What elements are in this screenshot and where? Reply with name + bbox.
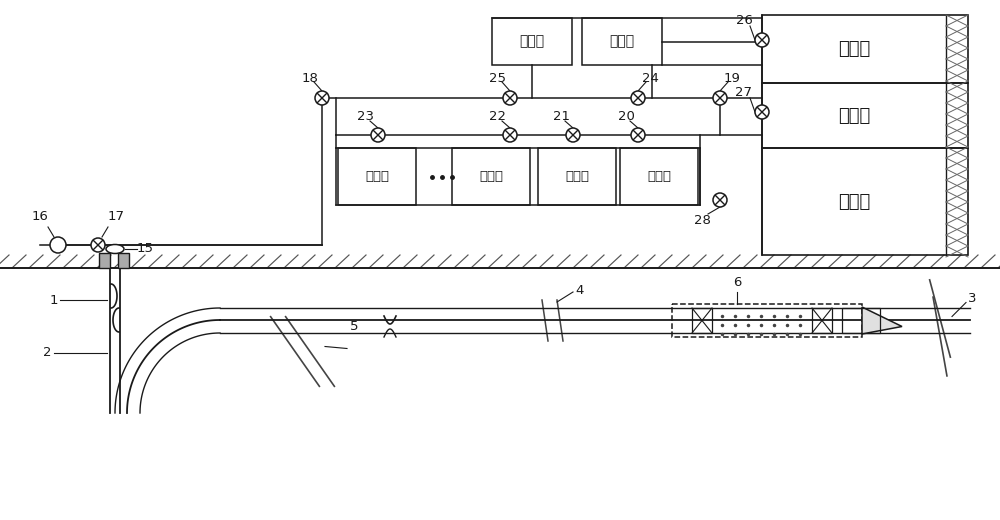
Text: 清水池: 清水池: [838, 40, 870, 58]
Text: 26: 26: [736, 14, 752, 27]
Text: 23: 23: [358, 110, 374, 123]
Text: 4: 4: [575, 283, 583, 296]
Bar: [620, 148, 698, 205]
Circle shape: [50, 237, 66, 253]
Polygon shape: [862, 307, 902, 334]
Bar: [762, 15, 968, 83]
Text: 3: 3: [968, 292, 976, 305]
Text: 浆液池: 浆液池: [838, 192, 870, 211]
Text: 27: 27: [736, 85, 753, 98]
Text: 24: 24: [642, 71, 658, 84]
Bar: [762, 83, 968, 148]
Circle shape: [371, 128, 385, 142]
Text: 射孔泵: 射孔泵: [609, 34, 635, 48]
Bar: [842, 308, 880, 333]
Bar: [538, 148, 616, 205]
Text: 25: 25: [490, 71, 507, 84]
Bar: [812, 308, 832, 333]
Text: 注浆泵: 注浆泵: [365, 170, 389, 183]
Bar: [762, 148, 968, 255]
Circle shape: [755, 33, 769, 47]
Text: 砂液池: 砂液池: [838, 107, 870, 124]
Text: 5: 5: [350, 320, 358, 333]
Text: 28: 28: [694, 214, 710, 227]
Bar: [582, 18, 662, 65]
Bar: [672, 304, 862, 337]
Bar: [692, 308, 712, 333]
Text: 注浆泵: 注浆泵: [647, 170, 671, 183]
Bar: [452, 148, 530, 205]
Text: 20: 20: [618, 110, 634, 123]
Text: 2: 2: [44, 346, 52, 359]
Text: 注浆泵: 注浆泵: [479, 170, 503, 183]
Circle shape: [713, 91, 727, 105]
Text: 18: 18: [302, 71, 318, 84]
Text: 注浆泵: 注浆泵: [565, 170, 589, 183]
Bar: [492, 18, 572, 65]
Circle shape: [503, 128, 517, 142]
Circle shape: [631, 128, 645, 142]
Bar: [99, 253, 110, 268]
Bar: [338, 148, 416, 205]
Circle shape: [91, 238, 105, 252]
Circle shape: [755, 105, 769, 119]
Text: 17: 17: [108, 210, 124, 223]
Circle shape: [503, 91, 517, 105]
Ellipse shape: [106, 244, 124, 253]
Bar: [118, 253, 129, 268]
Text: 19: 19: [724, 71, 740, 84]
Circle shape: [566, 128, 580, 142]
Text: 15: 15: [137, 242, 154, 255]
Text: 6: 6: [733, 276, 741, 289]
Circle shape: [631, 91, 645, 105]
Text: 22: 22: [490, 110, 507, 123]
Text: 射孔泵: 射孔泵: [519, 34, 545, 48]
Text: 21: 21: [552, 110, 570, 123]
Text: 16: 16: [32, 210, 48, 223]
Circle shape: [315, 91, 329, 105]
Text: 1: 1: [50, 293, 58, 306]
Circle shape: [713, 193, 727, 207]
